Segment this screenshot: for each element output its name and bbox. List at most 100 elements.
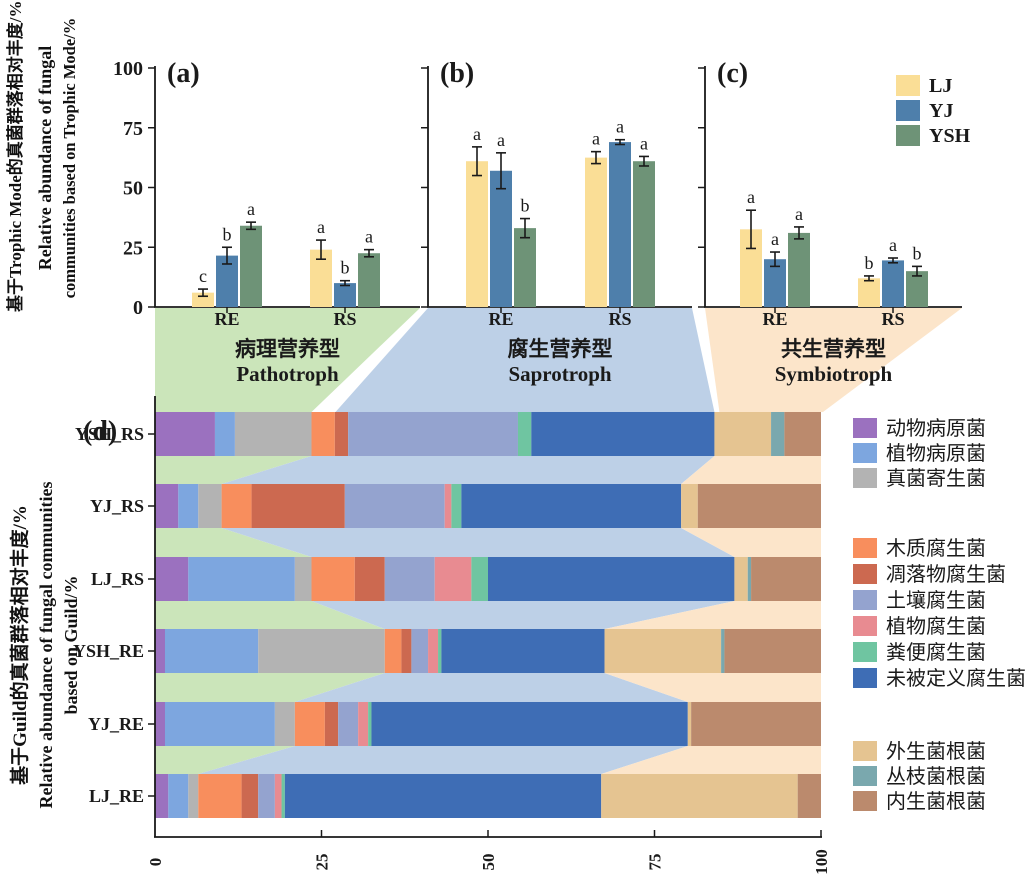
bar-LJ xyxy=(740,229,762,307)
segment xyxy=(604,629,722,673)
y-tick-label: 50 xyxy=(123,178,143,200)
guild-swatch xyxy=(853,418,877,438)
trophic-axis-label-en1: Relative abundance of fungal xyxy=(35,45,55,271)
segment xyxy=(771,412,785,456)
segment xyxy=(311,412,335,456)
legend-label-LJ: LJ xyxy=(929,75,952,97)
segment xyxy=(471,557,488,601)
sig-letter: a xyxy=(497,130,505,150)
bar-YJ xyxy=(882,260,904,307)
segment xyxy=(348,412,518,456)
segment xyxy=(724,629,821,673)
segment xyxy=(155,629,165,673)
bar-YSH xyxy=(788,232,810,307)
segment xyxy=(747,557,752,601)
y-tick-label: 100 xyxy=(113,58,143,80)
sig-letter: a xyxy=(889,235,897,255)
segment xyxy=(338,702,359,746)
panel-letter: (a) xyxy=(167,58,200,89)
row-label: YJ_RE xyxy=(88,714,144,734)
guild-label: 未被定义腐生菌 xyxy=(886,667,1026,690)
sig-letter: a xyxy=(795,204,803,224)
panel-letter: (b) xyxy=(440,58,474,89)
guild-label: 土壤腐生菌 xyxy=(886,589,986,612)
category-label: RS xyxy=(333,309,356,329)
legend-swatch-LJ xyxy=(896,75,920,96)
flow-saprotroph xyxy=(294,673,688,702)
guild-label: 木质腐生菌 xyxy=(886,537,986,560)
bar-YJ xyxy=(334,283,356,307)
group-label-zh: 病理营养型 xyxy=(235,337,340,361)
segment xyxy=(178,484,199,528)
guild-axis-label-zh: 基于Guild的真菌群落相对丰度/% xyxy=(10,505,31,785)
segment xyxy=(428,629,439,673)
group-label-zh: 腐生营养型 xyxy=(508,337,613,361)
sig-letter: a xyxy=(473,124,481,144)
category-label: RE xyxy=(488,309,513,329)
guild-label: 粪便腐生菌 xyxy=(886,641,986,664)
segment xyxy=(214,412,235,456)
flow-symbiotroph xyxy=(681,456,821,484)
segment xyxy=(721,629,725,673)
flow-pathotroph-top xyxy=(155,308,420,412)
bar-LJ xyxy=(585,157,607,307)
d-x-tick-label: 75 xyxy=(646,854,665,871)
bar-YSH xyxy=(514,228,536,307)
d-x-tick-label: 50 xyxy=(479,854,498,871)
panel-letter-d: (d) xyxy=(83,416,117,447)
sig-letter: c xyxy=(199,266,207,286)
guild-swatch xyxy=(853,668,877,688)
flow-saprotroph xyxy=(198,746,688,774)
flow-symbiotroph xyxy=(604,601,821,629)
segment xyxy=(311,557,355,601)
guild-label: 植物病原菌 xyxy=(886,442,986,465)
d-x-tick-label: 100 xyxy=(812,849,831,875)
group-label-en: Saprotroph xyxy=(508,362,611,386)
segment xyxy=(368,702,372,746)
segment xyxy=(344,484,445,528)
segment xyxy=(274,774,282,818)
sig-letter: a xyxy=(592,129,600,149)
category-label: RS xyxy=(881,309,904,329)
row-label: YJ_RS xyxy=(90,496,144,516)
segment xyxy=(164,629,259,673)
guild-swatch xyxy=(853,590,877,610)
guild-swatch xyxy=(853,791,877,811)
sig-letter: b xyxy=(341,258,350,278)
guild-swatch xyxy=(853,616,877,636)
sig-letter: a xyxy=(616,117,624,137)
segment xyxy=(188,774,199,818)
segment xyxy=(751,557,821,601)
segment xyxy=(258,774,275,818)
segment xyxy=(155,702,165,746)
row-label: YSH_RE xyxy=(73,641,144,661)
guild-label: 植物腐生菌 xyxy=(886,615,986,638)
segment xyxy=(164,702,275,746)
group-label-en: Symbiotroph xyxy=(775,362,893,386)
trophic-axis-label-zh: 基于Trophic Mode的真菌群落相对丰度/% xyxy=(6,0,25,312)
sig-letter: a xyxy=(247,199,255,219)
guild-swatch xyxy=(853,741,877,761)
d-x-tick-label: 0 xyxy=(146,858,165,867)
category-label: RS xyxy=(608,309,631,329)
guild-swatch xyxy=(853,766,877,786)
guild-label: 外生菌根菌 xyxy=(886,740,986,763)
flow-saprotroph xyxy=(221,456,715,484)
segment xyxy=(411,629,429,673)
guild-axis-label-en2: based on Guild/% xyxy=(61,575,81,715)
guild-axis-label-en1: Relative abundance of fungal communities xyxy=(36,481,56,809)
flow-pathotroph xyxy=(155,456,312,484)
segment xyxy=(155,557,189,601)
d-x-tick-label: 25 xyxy=(313,854,332,871)
segment xyxy=(294,557,312,601)
bar-YSH xyxy=(633,161,655,307)
guild-label: 凋落物腐生菌 xyxy=(886,563,1006,586)
segment xyxy=(234,412,312,456)
segment xyxy=(681,484,698,528)
guild-swatch xyxy=(853,642,877,662)
segment xyxy=(714,412,772,456)
legend-swatch-YSH xyxy=(896,125,920,146)
bar-LJ xyxy=(310,249,332,307)
segment xyxy=(784,412,821,456)
